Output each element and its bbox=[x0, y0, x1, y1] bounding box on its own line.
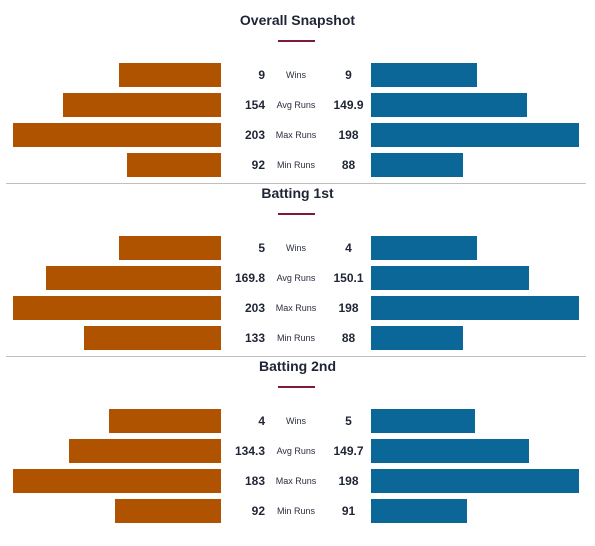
section-divider bbox=[6, 183, 586, 184]
metric-label: Min Runs bbox=[276, 506, 315, 516]
left-bar bbox=[115, 499, 221, 523]
metric-label: Avg Runs bbox=[276, 100, 316, 110]
metric-label: Wins bbox=[286, 70, 306, 80]
right-value-label: 88 bbox=[341, 331, 356, 345]
left-value-label: 4 bbox=[258, 414, 265, 428]
right-value-label: 149.9 bbox=[333, 98, 364, 112]
left-value-label: 9 bbox=[258, 68, 265, 82]
left-value-label: 203 bbox=[244, 301, 265, 315]
right-value-label: 91 bbox=[341, 504, 356, 518]
left-value-label: 5 bbox=[258, 241, 265, 255]
right-bar bbox=[371, 439, 529, 463]
chart-row: 203 Max Runs 198 bbox=[0, 296, 595, 320]
chart-row: 133 Min Runs 88 bbox=[0, 326, 595, 350]
chart-section: Batting 2nd 4 Wins 5 134.3 Avg Runs 149.7 183 Ma… bbox=[0, 358, 595, 528]
chart-row: 203 Max Runs 198 bbox=[0, 123, 595, 147]
section-title-underline bbox=[278, 40, 315, 42]
chart-row: 4 Wins 5 bbox=[0, 409, 595, 433]
left-value-label: 92 bbox=[251, 504, 265, 518]
left-value-label: 183 bbox=[244, 474, 265, 488]
left-bar bbox=[13, 296, 221, 320]
right-bar bbox=[371, 93, 527, 117]
chart-row: 92 Min Runs 91 bbox=[0, 499, 595, 523]
right-value-label: 150.1 bbox=[333, 271, 364, 285]
right-bar bbox=[371, 266, 529, 290]
metric-label: Min Runs bbox=[276, 160, 315, 170]
right-bar bbox=[371, 409, 475, 433]
chart-row: 134.3 Avg Runs 149.7 bbox=[0, 439, 595, 463]
chart-row: 183 Max Runs 198 bbox=[0, 469, 595, 493]
section-divider bbox=[6, 356, 586, 357]
metric-label: Max Runs bbox=[275, 476, 317, 486]
right-value-label: 198 bbox=[338, 301, 359, 315]
metric-label: Wins bbox=[286, 416, 306, 426]
left-bar bbox=[119, 236, 221, 260]
left-value-label: 92 bbox=[251, 158, 265, 172]
section-title-underline bbox=[278, 213, 315, 215]
right-value-label: 5 bbox=[345, 414, 352, 428]
chart-row: 154 Avg Runs 149.9 bbox=[0, 93, 595, 117]
chart-row: 5 Wins 4 bbox=[0, 236, 595, 260]
right-bar bbox=[371, 296, 579, 320]
chart-section: Batting 1st 5 Wins 4 169.8 Avg Runs 150.1 203 Ma… bbox=[0, 185, 595, 355]
right-bar bbox=[371, 499, 467, 523]
right-bar bbox=[371, 469, 579, 493]
left-value-label: 169.8 bbox=[234, 271, 265, 285]
metric-label: Max Runs bbox=[275, 130, 317, 140]
right-value-label: 4 bbox=[345, 241, 352, 255]
left-value-label: 133 bbox=[244, 331, 265, 345]
right-value-label: 149.7 bbox=[333, 444, 364, 458]
left-value-label: 203 bbox=[244, 128, 265, 142]
left-bar bbox=[46, 266, 221, 290]
left-bar bbox=[13, 469, 221, 493]
right-value-label: 198 bbox=[338, 474, 359, 488]
section-title: Batting 2nd bbox=[259, 358, 336, 374]
left-bar bbox=[127, 153, 221, 177]
right-bar bbox=[371, 326, 463, 350]
right-bar bbox=[371, 123, 579, 147]
left-bar bbox=[69, 439, 221, 463]
section-title-underline bbox=[278, 386, 315, 388]
chart-section: Overall Snapshot 9 Wins 9 154 Avg Runs 149.9 20… bbox=[0, 12, 595, 182]
left-bar bbox=[84, 326, 221, 350]
right-value-label: 198 bbox=[338, 128, 359, 142]
right-bar bbox=[371, 153, 463, 177]
section-title: Overall Snapshot bbox=[239, 12, 356, 28]
left-bar bbox=[13, 123, 221, 147]
section-title: Batting 1st bbox=[261, 185, 334, 201]
metric-label: Avg Runs bbox=[276, 446, 316, 456]
chart-row: 9 Wins 9 bbox=[0, 63, 595, 87]
right-bar bbox=[371, 236, 477, 260]
metric-label: Min Runs bbox=[276, 333, 315, 343]
left-bar bbox=[109, 409, 221, 433]
left-value-label: 134.3 bbox=[234, 444, 265, 458]
metric-label: Wins bbox=[286, 243, 306, 253]
right-value-label: 9 bbox=[345, 68, 352, 82]
left-bar bbox=[119, 63, 221, 87]
chart-row: 92 Min Runs 88 bbox=[0, 153, 595, 177]
metric-label: Avg Runs bbox=[276, 273, 316, 283]
left-bar bbox=[63, 93, 221, 117]
left-value-label: 154 bbox=[244, 98, 265, 112]
chart-row: 169.8 Avg Runs 150.1 bbox=[0, 266, 595, 290]
metric-label: Max Runs bbox=[275, 303, 317, 313]
right-value-label: 88 bbox=[341, 158, 356, 172]
right-bar bbox=[371, 63, 477, 87]
